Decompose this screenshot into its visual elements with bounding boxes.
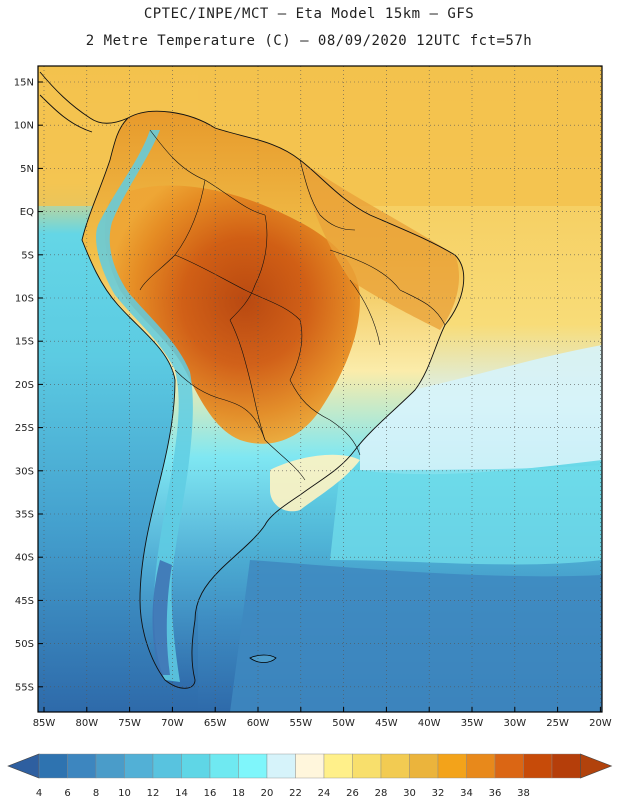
colorbar-swatch	[352, 753, 382, 779]
colorbar-label: 22	[289, 788, 302, 799]
colorbar-label: 34	[460, 788, 473, 799]
map-title: CPTEC/INPE/MCT – Eta Model 15km – GFS	[143, 6, 475, 22]
patagonia-cold-core	[152, 560, 172, 675]
colorbar-swatch	[466, 753, 496, 779]
colorbar-label: 38	[517, 788, 530, 799]
map-subtitle: 2 Metre Temperature (C) – 08/09/2020 12U…	[85, 33, 533, 49]
lon-label: 30W	[503, 718, 526, 729]
colorbar-label: 14	[175, 788, 188, 799]
southern-ocean-band	[230, 560, 602, 712]
lon-label: 35W	[461, 718, 484, 729]
lat-label: 40S	[15, 553, 34, 564]
south-brazil-mild	[270, 454, 360, 512]
colorbar-label: 6	[64, 788, 70, 799]
lat-label: 50S	[15, 639, 34, 650]
lat-label: 10S	[15, 294, 34, 305]
colorbar-swatch	[409, 753, 439, 779]
lat-label: 15N	[14, 78, 34, 89]
colorbar-swatch	[323, 753, 353, 779]
colorbar-swatch	[181, 753, 211, 779]
colorbar-swatch	[551, 753, 581, 779]
colorbar-swatch	[523, 753, 553, 779]
lat-label: 35S	[15, 510, 34, 521]
lon-label: 70W	[161, 718, 184, 729]
lat-label: 55S	[15, 682, 34, 693]
colorbar-swatch	[38, 753, 68, 779]
falkland-islands	[249, 654, 277, 663]
lat-label: 30S	[15, 466, 34, 477]
lon-label: 65W	[204, 718, 227, 729]
colorbar-swatch	[266, 753, 296, 779]
lon-label: 75W	[118, 718, 141, 729]
colorbar-label: 30	[403, 788, 416, 799]
colorbar-label: 16	[204, 788, 217, 799]
atlantic-cyan-band	[330, 465, 602, 565]
colorbar-swatch	[124, 753, 154, 779]
colorbar-label: 10	[118, 788, 131, 799]
lon-label: 40W	[418, 718, 441, 729]
latitude-axis: 15N 10N 5N EQ 5S 10S 15S 20S 25S 30S 35S 40S 45S 50S 5…	[14, 78, 43, 693]
colorbar-swatch	[494, 753, 524, 779]
country-borders	[139, 129, 446, 481]
coastline	[81, 110, 465, 689]
colorbar-swatch	[209, 753, 239, 779]
lat-label: 15S	[15, 337, 34, 348]
lon-label: 55W	[289, 718, 312, 729]
colorbar-label: 28	[375, 788, 388, 799]
longitude-axis: 85W 80W 75W 70W 65W 60W 55W 50W 45W 40W 35W 30W 25W 2…	[33, 707, 612, 729]
lat-label: 5N	[20, 164, 34, 175]
colorbar-label: 4	[36, 788, 42, 799]
lon-label: 45W	[375, 718, 398, 729]
plot-frame	[37, 65, 603, 713]
colorbar-swatch	[437, 753, 467, 779]
lon-label: 85W	[33, 718, 56, 729]
colorbar-swatch	[95, 753, 125, 779]
colorbar-swatch	[295, 753, 325, 779]
colorbar-high-arrow	[580, 753, 613, 779]
lat-label: EQ	[20, 207, 34, 218]
andes-cool-strip	[95, 130, 193, 682]
colorbar-label: 18	[232, 788, 245, 799]
colorbar-label: 26	[346, 788, 359, 799]
colorbar-label: 12	[147, 788, 160, 799]
lon-label: 25W	[546, 718, 569, 729]
lon-label: 60W	[247, 718, 270, 729]
colorbar-label: 32	[432, 788, 445, 799]
colorbar-label: 20	[261, 788, 274, 799]
lat-label: 25S	[15, 423, 34, 434]
lat-label: 20S	[15, 380, 34, 391]
lat-label: 45S	[15, 596, 34, 607]
central-america-coast	[39, 71, 129, 133]
colorbar-swatch	[238, 753, 268, 779]
colorbar-label: 8	[93, 788, 99, 799]
colorbar-swatch	[67, 753, 97, 779]
atlantic-cool-band	[360, 345, 602, 475]
northeast-brazil-warm	[300, 160, 460, 330]
colorbar-label: 36	[489, 788, 502, 799]
lon-label: 80W	[75, 718, 98, 729]
lat-label: 10N	[14, 121, 34, 132]
colorbar-swatch	[380, 753, 410, 779]
colorbar-low-arrow	[7, 753, 40, 779]
colorbar-label: 24	[318, 788, 331, 799]
lon-label: 20W	[589, 718, 612, 729]
colorbar-swatch	[152, 753, 182, 779]
lon-label: 50W	[332, 718, 355, 729]
hot-interior-region	[104, 185, 360, 444]
lat-label: 5S	[21, 250, 34, 261]
colorbar: 4 6 8 10 12 14 16 18 20 22 24 26 28 30 32 34 36 38	[7, 753, 613, 799]
